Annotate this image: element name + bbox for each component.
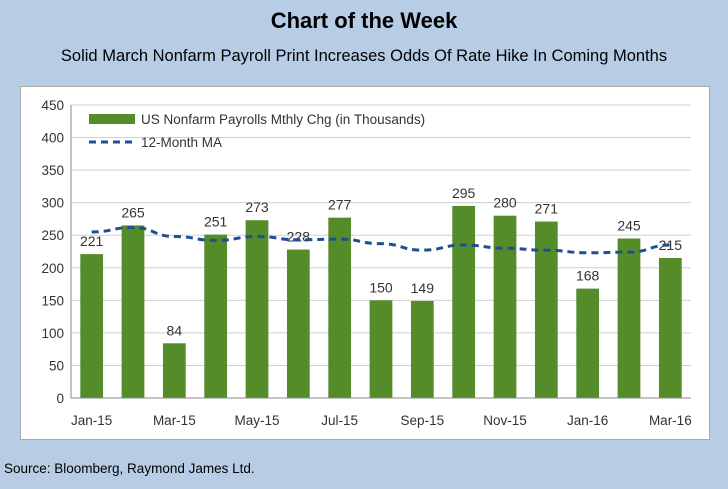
x-tick-label: Nov-15 [483,413,527,428]
bar-value-label: 295 [452,185,476,201]
bar-Mar-15 [162,343,186,398]
bar-value-label: 271 [535,201,559,217]
bars [80,205,682,398]
y-tick-label: 400 [41,131,64,146]
bar-Jun-15 [286,249,310,398]
ma-line [91,225,671,255]
chart-title: Chart of the Week [270,8,458,33]
x-tick-label: Mar-16 [649,413,692,428]
x-tick-label: Sep-15 [401,413,445,428]
x-tick-label: May-15 [234,413,279,428]
bar-Sep-15 [410,300,434,398]
chart-panel: 0 50 100 150 200 250 300 350 400 450 221 265 84 251 2… [20,86,710,440]
y-tick-label: 200 [41,261,64,276]
bar-value-label: 277 [328,197,352,213]
chart-subtitle: Solid March Nonfarm Payroll Print Increa… [60,47,668,65]
bar-value-label: 245 [617,217,641,233]
y-tick-label: 300 [41,196,64,211]
bar-value-label: 149 [411,280,435,296]
bar-Oct-15 [452,205,476,398]
y-tick-label: 100 [41,326,64,341]
bar-Dec-15 [534,221,558,398]
bar-Mar-16 [658,258,682,398]
legend-line-label: 12-Month MA [141,135,222,150]
source-note: Source: Bloomberg, Raymond James Ltd. [4,461,255,476]
bar-value-label: 84 [167,322,183,338]
bar-Aug-15 [369,300,393,398]
x-tick-label: Jan-15 [71,413,112,428]
axes [70,105,691,399]
y-tick-label: 350 [41,163,64,178]
legend-bar-swatch [89,114,135,124]
bar-Feb-16 [617,238,641,398]
y-tick-label: 50 [49,358,64,373]
y-tick-label: 0 [56,391,64,406]
bar-value-label: 228 [287,229,311,245]
x-axis-ticks: Jan-15 Mar-15 May-15 Jul-15 Sep-15 Nov-15 Jan-… [71,413,692,428]
y-tick-label: 250 [41,228,64,243]
bar-Feb-15 [121,225,145,398]
bar-value-label: 265 [121,204,145,220]
bar-Jan-15 [80,254,104,398]
x-tick-label: Jan-16 [567,413,608,428]
bar-value-label: 273 [245,199,269,215]
bar-value-label: 221 [80,233,104,249]
bar-value-label: 215 [659,237,683,253]
bar-value-label: 251 [204,214,228,230]
y-axis-ticks: 0 50 100 150 200 250 300 350 400 450 [41,98,64,406]
bar-value-label: 168 [576,268,600,284]
x-tick-label: Jul-15 [321,413,358,428]
x-tick-label: Mar-15 [153,413,196,428]
bar-Apr-15 [204,234,228,398]
bar-value-label: 280 [493,195,517,211]
y-tick-label: 150 [41,293,64,308]
legend: US Nonfarm Payrolls Mthly Chg (in Thousa… [89,112,425,150]
bar-Jul-15 [328,217,352,398]
bar-value-label: 150 [369,279,393,295]
legend-bar-label: US Nonfarm Payrolls Mthly Chg (in Thousa… [141,112,425,127]
bar-Nov-15 [493,215,517,398]
bar-Jan-16 [576,288,600,398]
ma-line-layer [91,225,671,255]
bar-May-15 [245,220,269,398]
bar-labels: 221 265 84 251 273 228 277 150 149 295 280 271 168 24… [80,185,682,338]
y-tick-label: 450 [41,98,64,113]
